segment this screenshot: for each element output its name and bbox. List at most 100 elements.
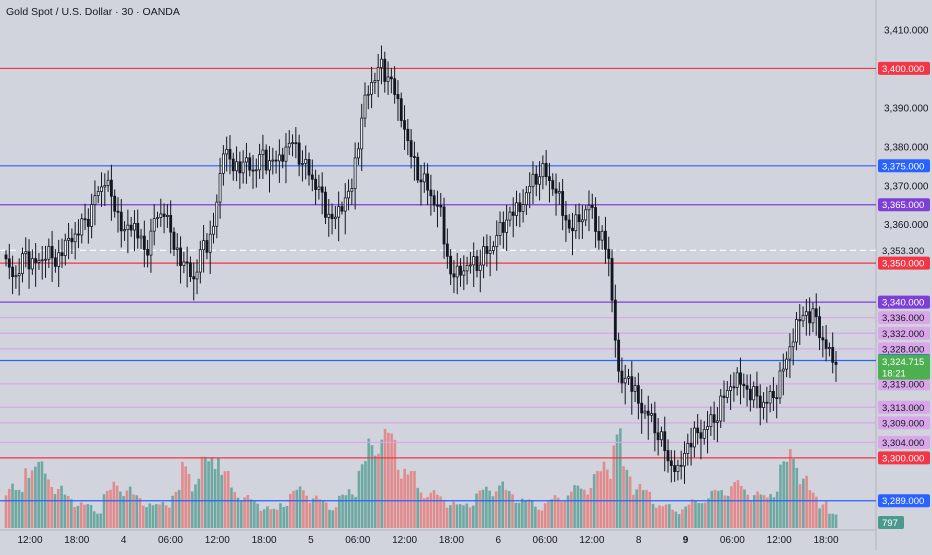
volume-label: 797: [882, 518, 898, 529]
volume-bar: [321, 500, 325, 528]
candle-body: [436, 204, 439, 207]
volume-bar: [409, 471, 413, 528]
candle-body: [146, 249, 150, 256]
candle-body: [679, 464, 683, 467]
volume-bar: [102, 494, 106, 528]
volume-bar: [253, 500, 256, 528]
candle-body: [781, 368, 785, 372]
candle-body: [808, 311, 812, 324]
dashed-level-label: 3,353.300: [882, 246, 924, 257]
candle-body: [482, 246, 486, 266]
candle-body: [633, 385, 637, 392]
candle-body: [827, 347, 831, 349]
volume-bar: [200, 456, 204, 528]
candle-body: [360, 117, 364, 150]
candle-body: [340, 206, 344, 212]
candle-body: [818, 316, 821, 339]
volume-bar: [690, 499, 694, 528]
candle-body: [627, 376, 630, 379]
volume-bar: [802, 478, 805, 528]
candle-body: [60, 252, 64, 257]
candle-body: [215, 201, 219, 227]
candle-body: [725, 390, 729, 398]
price-tick-label: 3,370.000: [884, 181, 929, 192]
candle-body: [508, 211, 512, 221]
candle-body: [231, 158, 235, 172]
volume-bar: [53, 494, 57, 528]
candle-body: [617, 339, 621, 372]
volume-bar: [602, 461, 606, 528]
volume-bar: [14, 490, 18, 528]
volume-bar: [782, 461, 786, 528]
volume-bar: [445, 507, 449, 528]
volume-bar: [547, 500, 550, 528]
volume-bar: [63, 494, 67, 528]
volume-bar: [27, 477, 31, 528]
candle-body: [669, 460, 673, 466]
candle-body: [139, 235, 143, 239]
candle-body: [702, 429, 706, 439]
candle-body: [475, 256, 479, 271]
candle-body: [620, 370, 624, 384]
candle-body: [258, 154, 262, 171]
candle-body: [67, 237, 71, 241]
level-label-bg: [878, 400, 930, 414]
volume-bar: [700, 503, 704, 528]
candle-body: [689, 442, 693, 448]
candle-body: [291, 142, 294, 145]
candle-body: [86, 218, 90, 227]
candle-body: [465, 264, 469, 272]
volume-bar: [403, 468, 406, 528]
price-tick-label: 3,390.000: [884, 103, 929, 114]
volume-bar: [455, 504, 459, 528]
volume-bar: [79, 502, 83, 528]
volume-bar: [579, 488, 583, 528]
volume-bar: [494, 491, 498, 528]
candle-body: [353, 157, 357, 189]
candle-body: [403, 120, 406, 130]
volume-bar: [7, 488, 11, 528]
candle-body: [337, 206, 341, 218]
candle-body: [373, 80, 377, 83]
volume-bar: [645, 489, 648, 528]
candle-body: [330, 213, 334, 220]
volume-bar: [743, 489, 746, 528]
candle-body: [607, 248, 611, 259]
volume-bar: [285, 505, 289, 528]
volume-bar: [517, 502, 521, 528]
volume-bar: [762, 495, 766, 528]
candle-body: [149, 230, 153, 256]
candle-body: [798, 319, 802, 322]
volume-bar: [739, 486, 743, 528]
volume-bar: [684, 506, 687, 528]
level-label: 3,340.000: [882, 298, 924, 309]
price-tick-label: 3,410.000: [884, 25, 929, 36]
volume-bar: [537, 509, 540, 528]
volume-bar: [92, 511, 96, 528]
candle-body: [722, 395, 726, 398]
volume-bar: [586, 494, 589, 528]
volume-bar: [501, 481, 504, 528]
volume-bar: [400, 478, 403, 528]
volume-bar: [347, 489, 351, 528]
current-price-label: 3,324.715: [882, 357, 924, 368]
candle-body: [567, 219, 571, 229]
volume-bar: [687, 504, 691, 528]
candle-body: [590, 204, 594, 208]
candle-body: [811, 308, 815, 324]
candle-body: [709, 414, 713, 428]
volume-bar: [605, 469, 609, 528]
candle-body: [307, 159, 311, 176]
candle-body: [758, 395, 762, 408]
volume-bar: [210, 457, 214, 528]
volume-bar: [664, 504, 668, 528]
volume-bar: [174, 491, 178, 528]
candle-body: [587, 204, 591, 211]
candle-body: [96, 191, 100, 197]
level-label-bg: [878, 326, 930, 340]
volume-bar: [563, 500, 567, 528]
volume-bar: [566, 495, 570, 528]
volume-bar: [223, 471, 227, 528]
